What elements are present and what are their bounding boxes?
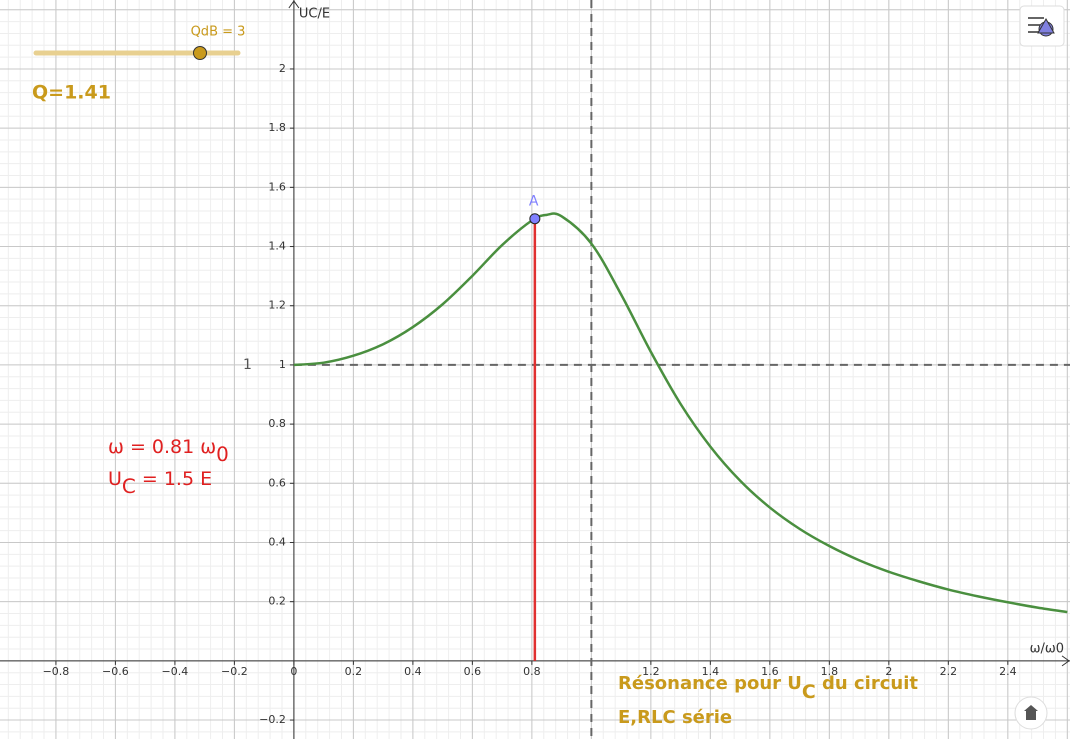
- x-tick-label: 1.8: [821, 665, 839, 678]
- x-tick-label: 2.2: [940, 665, 958, 678]
- x-tick-label: 0.8: [523, 665, 541, 678]
- annotation: Résonance pour UC du circuit: [618, 673, 918, 703]
- annotation-text: U: [108, 468, 122, 490]
- y-tick-label: 1.2: [268, 299, 286, 312]
- y-tick-label: 0.2: [268, 595, 286, 608]
- y-tick-label: −0.2: [259, 713, 286, 726]
- annotation-text: = 1.5 E: [136, 468, 212, 490]
- y-tick-label: 1.4: [268, 240, 286, 253]
- annotation: E,RLC série: [618, 707, 732, 728]
- curve: [293, 212, 1068, 614]
- point: [529, 213, 541, 225]
- slider-knob[interactable]: [193, 46, 207, 60]
- annotation-subscript: 0: [216, 442, 229, 466]
- y-axis-label: UC/E: [299, 7, 330, 22]
- style-bar-button[interactable]: [1019, 5, 1065, 47]
- annotation: UC = 1.5 E: [108, 468, 212, 498]
- x-tick-label: 1.2: [642, 665, 660, 678]
- x-tick-label: −0.6: [102, 665, 129, 678]
- x-axis-label: ω/ω0: [1030, 641, 1064, 656]
- annotation-text: du circuit: [816, 673, 919, 694]
- annotation-subscript: C: [802, 681, 816, 703]
- y-tick-label: 2: [279, 62, 286, 75]
- y-tick-label: 1.6: [268, 180, 286, 193]
- x-tick-label: 0.2: [345, 665, 363, 678]
- point-label: A: [529, 194, 539, 210]
- annotation-text: Résonance pour U: [618, 673, 802, 694]
- x-tick-label: 2.4: [999, 665, 1017, 678]
- x-tick-label: 2: [885, 665, 892, 678]
- y-tick-label: 0.4: [268, 535, 286, 548]
- q-label: Q=1.41: [32, 82, 111, 104]
- x-tick-label: 1.6: [761, 665, 779, 678]
- axis-arrow: [1061, 655, 1070, 667]
- annotation-text: ω = 0.81 ω: [108, 436, 216, 458]
- x-tick-label: −0.2: [221, 665, 248, 678]
- slider-label: QdB = 3: [191, 25, 246, 40]
- x-tick-label: 1.4: [702, 665, 720, 678]
- x-tick-label: 0.6: [464, 665, 482, 678]
- annotation-text: E,RLC série: [618, 707, 732, 728]
- annotation-subscript: C: [122, 474, 136, 498]
- reference-line-label: 1: [243, 357, 252, 373]
- annotation: ω = 0.81 ω0: [108, 436, 229, 466]
- y-tick-label: 1: [279, 358, 286, 371]
- x-tick-label: −0.8: [43, 665, 70, 678]
- y-tick-label: 0.6: [268, 476, 286, 489]
- x-tick-label: 0.4: [404, 665, 422, 678]
- y-tick-label: 0.8: [268, 417, 286, 430]
- x-tick-label: −0.4: [162, 665, 189, 678]
- y-tick-label: 1.8: [268, 121, 286, 134]
- axis-arrow: [288, 0, 300, 9]
- home-button[interactable]: [1014, 696, 1048, 730]
